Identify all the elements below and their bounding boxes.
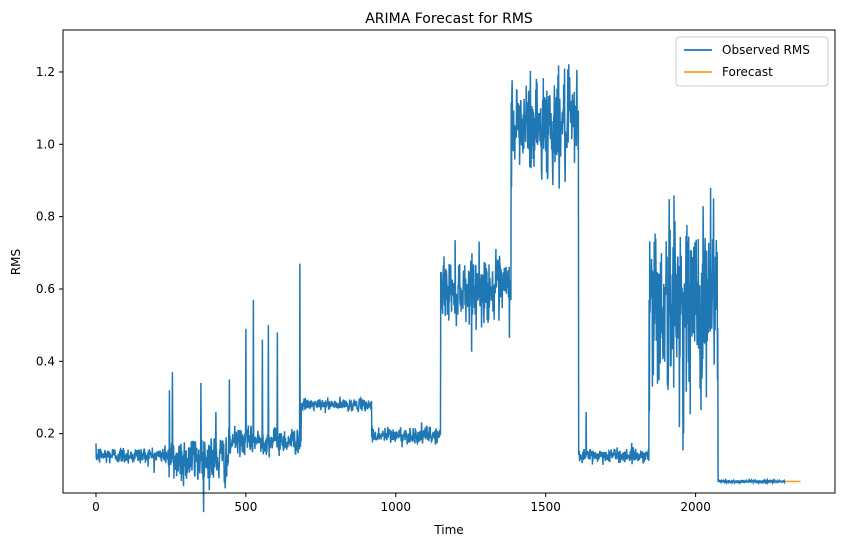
- legend-forecast-label: Forecast: [722, 65, 773, 79]
- y-tick-label: 0.4: [36, 354, 55, 368]
- plot-frame: [62, 29, 836, 494]
- x-axis-label: Time: [433, 523, 463, 537]
- y-tick-label: 0.2: [36, 427, 55, 441]
- y-tick-label: 1.2: [36, 65, 55, 79]
- y-tick-label: 0.8: [36, 210, 55, 224]
- x-axis-ticks: 0 500 1000 1500 2000: [92, 493, 711, 514]
- chart-title: ARIMA Forecast for RMS: [365, 11, 533, 27]
- legend-box: [675, 36, 829, 87]
- x-tick-label: 0: [92, 500, 100, 514]
- legend: Observed RMS Forecast: [675, 36, 829, 87]
- y-tick-label: 0.6: [36, 282, 55, 296]
- y-axis-label: RMS: [9, 249, 23, 275]
- x-tick-label: 1500: [530, 500, 561, 514]
- observed-rms-series: [95, 64, 786, 513]
- x-tick-label: 2000: [680, 500, 711, 514]
- observed-rms-line: [95, 64, 786, 513]
- x-tick-label: 1000: [381, 500, 412, 514]
- y-axis-ticks: 0.2 0.4 0.6 0.8 1.0 1.2: [36, 65, 63, 441]
- legend-observed-label: Observed RMS: [722, 43, 810, 57]
- y-tick-label: 1.0: [36, 137, 55, 151]
- x-tick-label: 500: [234, 500, 257, 514]
